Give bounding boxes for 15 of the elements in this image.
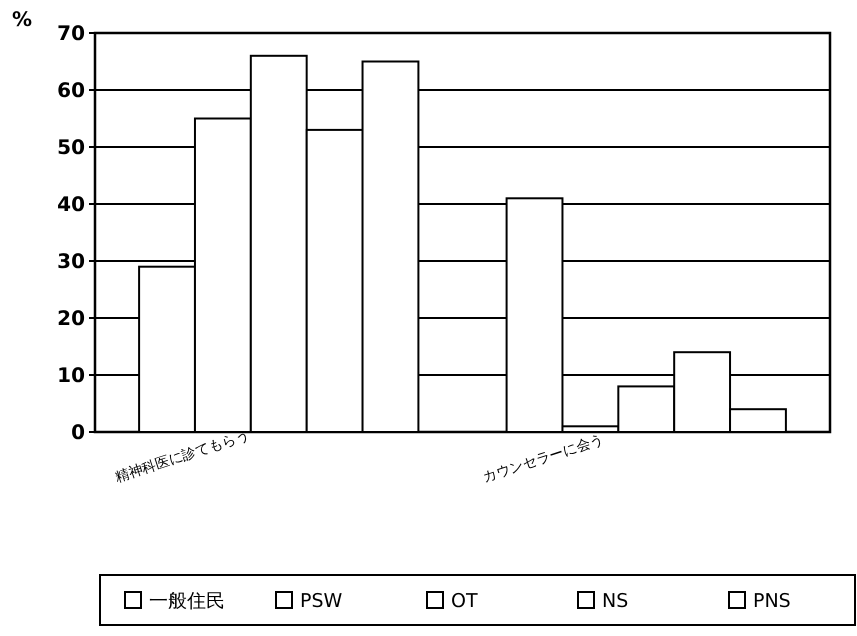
legend-label: PNS — [753, 590, 791, 612]
legend-label: NS — [602, 590, 628, 612]
y-tick-label: 40 — [57, 192, 85, 216]
y-tick-label: 70 — [57, 21, 85, 45]
y-tick-label: 0 — [71, 420, 85, 444]
y-tick-label: 20 — [57, 306, 85, 330]
legend-label: 一般住民 — [149, 590, 225, 612]
y-axis-title: % — [12, 7, 32, 31]
y-tick-label: 50 — [57, 135, 85, 159]
legend-label: PSW — [300, 590, 343, 612]
legend-label: OT — [451, 590, 478, 612]
x-tick-label: カウンセラーに会う — [480, 432, 606, 486]
y-tick-label: 60 — [57, 78, 85, 102]
y-tick-label: 30 — [57, 249, 85, 273]
y-tick-label: 10 — [57, 363, 85, 387]
